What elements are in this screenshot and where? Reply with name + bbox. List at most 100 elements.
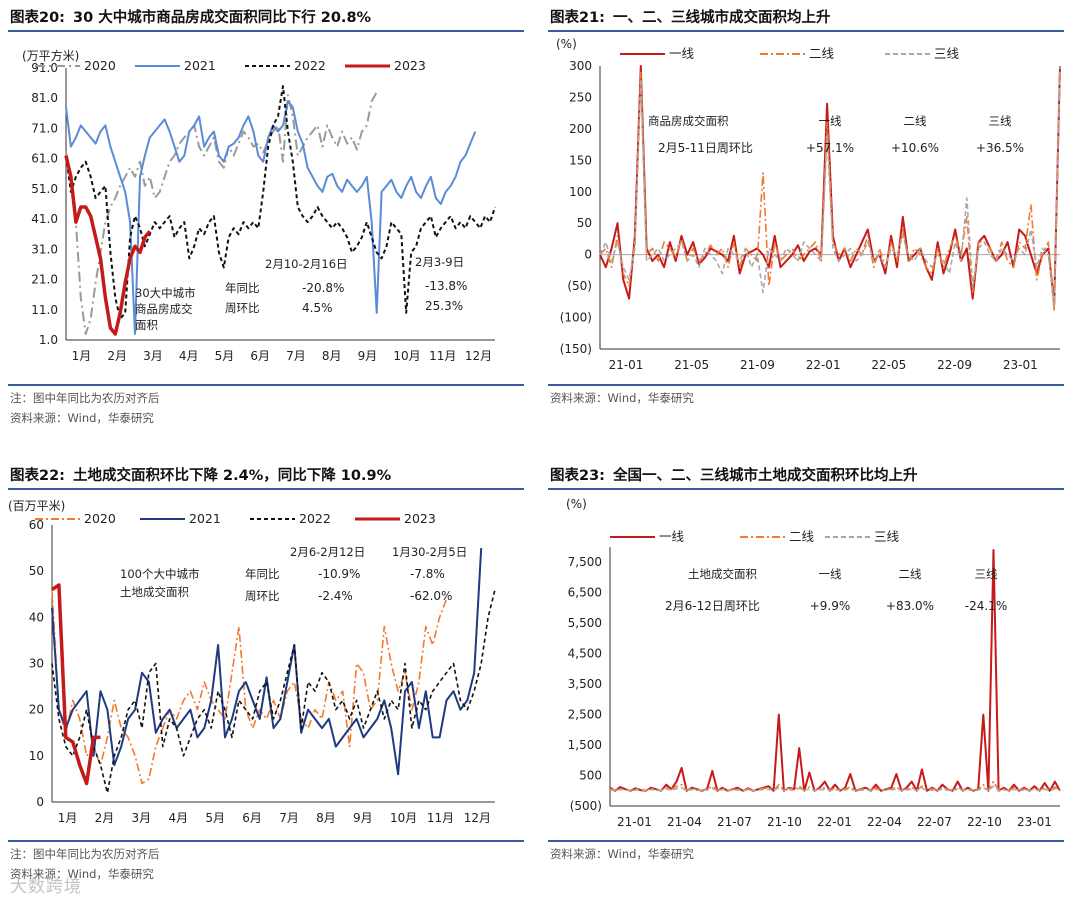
x-tick-label: 12月 — [464, 811, 491, 825]
y-tick-label: 150 — [569, 153, 592, 167]
series-line-二线 — [609, 780, 1061, 792]
annotation-row-label: 年同比 — [245, 567, 280, 581]
annotation-value: +57.1% — [806, 141, 854, 155]
chart-source: 资料来源：Wind，华泰研究 — [550, 391, 694, 405]
annotation-header: 二线 — [904, 114, 927, 128]
x-tick-label: 21-09 — [740, 358, 775, 372]
x-tick-label: 4月 — [179, 349, 199, 363]
x-tick-label: 3月 — [143, 349, 163, 363]
x-tick-label: 10月 — [393, 349, 420, 363]
y-tick-label: 91.0 — [31, 61, 58, 75]
legend-label: 2023 — [404, 511, 436, 526]
x-tick-label: 21-07 — [717, 815, 752, 829]
annotation-value: +9.9% — [810, 599, 851, 613]
series-line-2023 — [64, 155, 152, 336]
x-tick-label: 11月 — [429, 349, 456, 363]
y-tick-label: 1.0 — [39, 333, 58, 347]
x-tick-label: 7月 — [279, 811, 299, 825]
y-tick-label: 100 — [569, 185, 592, 199]
annotation-value: 2月6-12日周环比 — [665, 599, 760, 613]
y-unit-label: (万平方米) — [22, 48, 79, 63]
x-tick-label: 21-10 — [767, 815, 802, 829]
y-tick-label: 250 — [569, 90, 592, 104]
x-tick-label: 2月 — [107, 349, 127, 363]
legend-label: 2021 — [184, 58, 216, 73]
y-tick-label: 30 — [29, 657, 44, 671]
y-tick-label: (500) — [570, 799, 602, 813]
series-line-三线 — [609, 785, 1061, 792]
annotation-header: 一线 — [819, 114, 842, 128]
annotation-value: -10.9% — [318, 567, 360, 581]
watermark: 大数跨境 — [10, 877, 82, 897]
x-tick-label: 21-01 — [609, 358, 644, 372]
series-line-2023 — [51, 583, 101, 786]
annotation-value: -7.8% — [410, 567, 445, 581]
chart-note: 注：图中年同比为农历对齐后 — [10, 847, 160, 861]
y-tick-label: 20 — [29, 703, 44, 717]
x-tick-label: 10月 — [390, 811, 417, 825]
annotation-value: +83.0% — [886, 599, 934, 613]
annotation-label: 土地成交面积 — [120, 585, 189, 599]
y-tick-label: 300 — [569, 59, 592, 73]
series-line-一线 — [609, 549, 1061, 792]
annotation-label: 面积 — [135, 318, 158, 332]
x-tick-label: 9月 — [358, 349, 378, 363]
annotation-row-label: 周环比 — [225, 301, 260, 315]
x-tick-label: 12月 — [465, 349, 492, 363]
legend-label: 2021 — [189, 511, 221, 526]
x-tick-label: 22-07 — [917, 815, 952, 829]
x-tick-label: 6月 — [242, 811, 262, 825]
y-tick-label: 51.0 — [31, 182, 58, 196]
x-tick-label: 1月 — [72, 349, 92, 363]
y-unit-label: (%) — [566, 497, 587, 511]
y-tick-label: 500 — [579, 769, 602, 783]
legend-label: 一线 — [659, 529, 685, 544]
y-tick-label: 71.0 — [31, 121, 58, 135]
legend-label: 2023 — [394, 58, 426, 73]
x-tick-label: 3月 — [132, 811, 152, 825]
y-tick-label: 1,500 — [568, 738, 602, 752]
x-tick-label: 4月 — [168, 811, 188, 825]
annotation-header: 二线 — [899, 567, 922, 581]
annotation-row-label: 周环比 — [245, 589, 280, 603]
annotation-value: 25.3% — [425, 299, 463, 313]
annotation-row-label: 年同比 — [225, 281, 260, 295]
y-tick-label: 40 — [29, 610, 44, 624]
x-tick-label: 7月 — [286, 349, 306, 363]
y-tick-label: 10 — [29, 749, 44, 763]
x-tick-label: 5月 — [205, 811, 225, 825]
annotation-period: 2月10-2月16日 — [265, 257, 348, 271]
legend-label: 一线 — [669, 46, 695, 61]
x-tick-label: 9月 — [353, 811, 373, 825]
annotation-header: 三线 — [989, 114, 1012, 128]
y-tick-label: (50) — [567, 279, 592, 293]
annotation-header: 三线 — [975, 567, 998, 581]
y-unit-label: (%) — [556, 37, 577, 51]
annotation-label: 30大中城市 — [135, 286, 196, 300]
annotation-value: 4.5% — [302, 301, 333, 315]
x-tick-label: 8月 — [316, 811, 336, 825]
x-tick-label: 21-04 — [667, 815, 702, 829]
y-tick-label: 0 — [584, 248, 592, 262]
legend-label: 2020 — [84, 58, 116, 73]
x-tick-label: 22-10 — [967, 815, 1002, 829]
series-line-三线 — [599, 65, 1061, 306]
annotation-period: 1月30-2月5日 — [392, 545, 467, 559]
y-tick-label: 81.0 — [31, 91, 58, 105]
series-line-2020 — [51, 589, 448, 785]
y-tick-label: 5,500 — [568, 616, 602, 630]
annotation-value: +36.5% — [976, 141, 1024, 155]
chart-title: 图表20: 30 大中城市商品房成交面积同比下行 20.8% — [10, 10, 372, 26]
x-tick-label: 22-05 — [871, 358, 906, 372]
legend-label: 二线 — [809, 46, 835, 61]
chart-panel-22: 图表22: 土地成交面积环比下降 2.4%，同比下降 10.9% (百万平米) 0 1… — [0, 458, 530, 908]
annotation-period: 2月3-9日 — [415, 255, 464, 269]
y-tick-label: (150) — [560, 342, 592, 356]
legend-label: 2022 — [294, 58, 326, 73]
x-tick-label: 21-01 — [617, 815, 652, 829]
x-tick-label: 6月 — [250, 349, 270, 363]
legend-label: 三线 — [874, 529, 900, 544]
y-tick-label: 50 — [577, 216, 592, 230]
y-tick-label: 4,500 — [568, 647, 602, 661]
x-tick-label: 22-04 — [867, 815, 902, 829]
